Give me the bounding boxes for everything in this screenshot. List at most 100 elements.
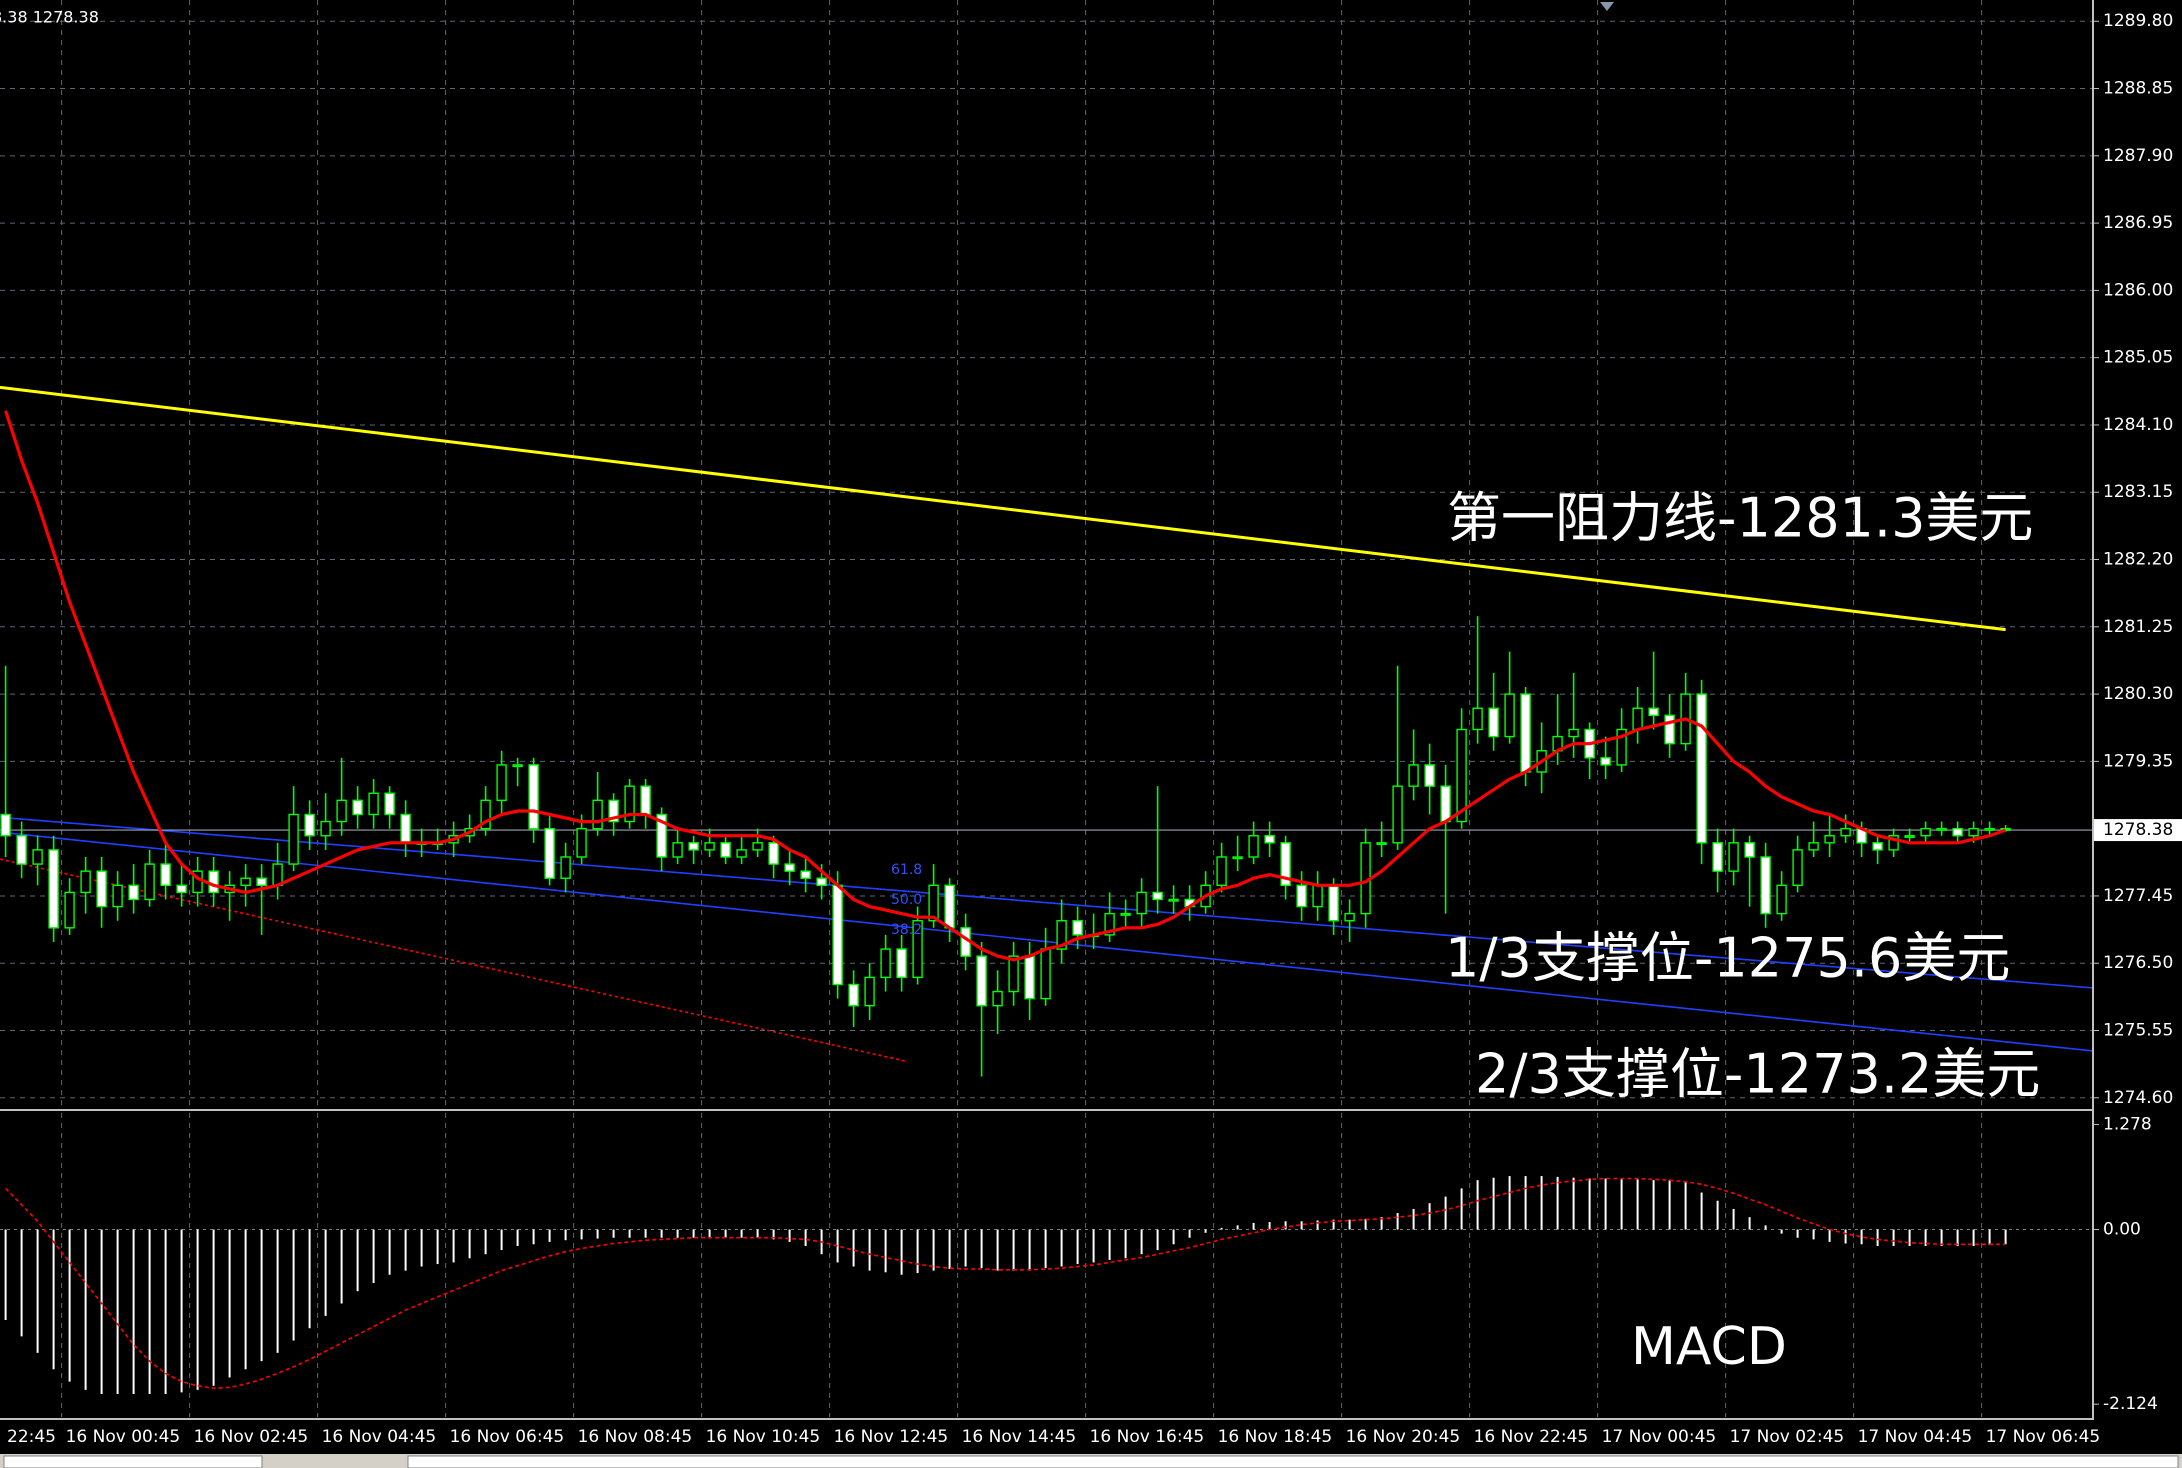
candle-body: [1952, 827, 1963, 837]
candle-body: [1216, 856, 1227, 887]
shift-marker: [1600, 2, 1614, 11]
trend-line: [0, 816, 2093, 989]
candle-body: [48, 849, 59, 929]
candle-body: [1072, 920, 1083, 936]
candle-body: [288, 813, 299, 865]
x-tick-label: 22:45: [7, 1427, 56, 1447]
candle-body: [160, 863, 171, 887]
candle-body: [720, 842, 731, 858]
candle-body: [1488, 707, 1499, 738]
y-tick-label: 1289.80: [2103, 11, 2173, 31]
candle-body: [80, 870, 91, 894]
candle-body: [688, 842, 699, 851]
fib-label: 61.8: [891, 862, 922, 878]
candle-body: [1984, 827, 1995, 831]
candle-body: [1456, 728, 1467, 823]
scrollbar[interactable]: [407, 1455, 2179, 1468]
y-tick-label: 1286.00: [2103, 280, 2173, 300]
y-tick-label: 1275.55: [2103, 1021, 2173, 1041]
candle-body: [1392, 785, 1403, 844]
candle-body: [1808, 842, 1819, 851]
candle-body: [800, 870, 811, 879]
candle-body: [1664, 714, 1675, 745]
candle-body: [1168, 898, 1179, 902]
annotation: 2/3支撑位-1273.2美元: [1475, 1043, 2040, 1106]
candle-body: [1248, 835, 1259, 858]
candle-body: [368, 792, 379, 816]
candle-body: [768, 842, 779, 865]
candle-body: [1728, 842, 1739, 872]
candle-body: [1696, 693, 1707, 844]
x-tick-label: 16 Nov 18:45: [1218, 1427, 1333, 1447]
fib-label: 38.2: [891, 922, 922, 938]
candle-body: [576, 827, 587, 858]
candle-body: [1424, 764, 1435, 787]
y-tick-label: 0.00: [2103, 1220, 2141, 1240]
x-tick-label: 16 Nov 12:45: [834, 1427, 949, 1447]
candle-body: [976, 955, 987, 1007]
candle-body: [784, 863, 795, 872]
candle-body: [864, 976, 875, 1007]
x-tick-label: 16 Nov 22:45: [1474, 1427, 1589, 1447]
candle-body: [128, 884, 139, 901]
x-tick-label: 16 Nov 14:45: [962, 1427, 1077, 1447]
candle-body: [1776, 884, 1787, 915]
candle-body: [352, 799, 363, 816]
candle-body: [1920, 827, 1931, 837]
candle-body: [1744, 842, 1755, 858]
candle-body: [272, 863, 283, 887]
candle-body: [1120, 912, 1131, 916]
candle-body: [64, 891, 75, 929]
y-tick-label: 1287.90: [2103, 146, 2173, 166]
candle-body: [656, 813, 667, 858]
header-text: 8.38 1278.38: [0, 8, 99, 27]
candle-body: [1280, 842, 1291, 887]
candle-body: [400, 813, 411, 844]
current-price-label: 1278.38: [2103, 820, 2173, 840]
candle-body: [672, 842, 683, 858]
candle-body: [0, 813, 11, 837]
candle-body: [240, 877, 251, 887]
candle-body: [1888, 835, 1899, 851]
candle-body: [304, 813, 315, 837]
candle-body: [112, 884, 123, 908]
x-tick-label: 16 Nov 20:45: [1346, 1427, 1461, 1447]
candle-body: [992, 990, 1003, 1007]
moving-average: [4, 410, 2007, 962]
candle-body: [944, 884, 955, 929]
candle-body: [624, 785, 635, 823]
candle-body: [1440, 785, 1451, 823]
candle-body: [736, 849, 747, 858]
candle-body: [704, 842, 715, 851]
annotation: 1/3支撑位-1275.6美元: [1445, 927, 2010, 990]
tab[interactable]: [3, 1455, 263, 1468]
candle-body: [1328, 884, 1339, 922]
candle-body: [208, 870, 219, 894]
y-tick-label: 1288.85: [2103, 79, 2173, 99]
y-tick-label: 1.278: [2103, 1114, 2152, 1134]
y-tick-label: 1281.25: [2103, 617, 2173, 637]
candle-body: [144, 863, 155, 901]
candle-body: [512, 764, 523, 768]
candle-body: [1296, 884, 1307, 908]
y-tick-label: 1283.15: [2103, 482, 2173, 502]
candle-body: [1024, 955, 1035, 1000]
candle-body: [1968, 827, 1979, 837]
candle-body: [848, 983, 859, 1007]
macd-title: MACD: [1631, 1317, 1787, 1377]
candle-body: [1504, 693, 1515, 738]
candle-body: [816, 877, 827, 887]
candle-body: [928, 884, 939, 922]
candle-body: [32, 849, 43, 865]
candle-body: [912, 920, 923, 979]
candle-body: [1792, 849, 1803, 887]
candle-body: [1472, 707, 1483, 731]
candle-body: [256, 877, 267, 887]
axes: 1289.80 1288.85 1287.90 1286.95 1286.00 1285.…: [7, 11, 2182, 1447]
trend-line: [0, 858, 905, 1062]
candle-body: [528, 764, 539, 830]
candle-body: [1936, 827, 1947, 831]
